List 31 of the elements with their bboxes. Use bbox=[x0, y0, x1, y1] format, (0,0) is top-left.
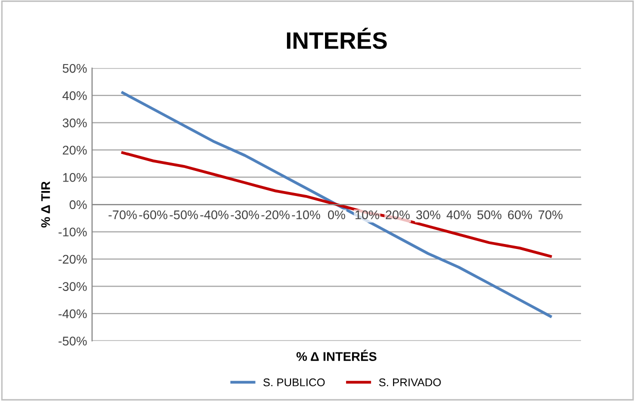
y-tick-label: -50% bbox=[58, 336, 87, 346]
x-tick-label: 70% bbox=[538, 210, 563, 220]
x-axis-title: % Δ INTERÉS bbox=[296, 350, 376, 361]
x-tick-label: 30% bbox=[416, 210, 440, 220]
x-tick-label: 0% bbox=[328, 210, 346, 220]
x-tick-label: -20% bbox=[261, 210, 290, 220]
x-tick-label: 40% bbox=[446, 210, 471, 220]
y-tick-label: 20% bbox=[62, 146, 87, 155]
y-tick-label: -30% bbox=[58, 282, 87, 291]
chart-title: INTERÉS bbox=[286, 28, 387, 49]
x-tick-label: 50% bbox=[477, 210, 502, 220]
x-tick-label: -70% bbox=[108, 210, 137, 220]
y-tick-label: 50% bbox=[62, 64, 87, 73]
y-tick-label: -40% bbox=[58, 309, 87, 318]
legend-label: S. PUBLICO bbox=[263, 378, 325, 386]
y-tick-label: -10% bbox=[58, 228, 87, 236]
y-tick-label: 0% bbox=[70, 200, 87, 210]
y-tick-label: 30% bbox=[62, 118, 87, 128]
y-tick-label: 10% bbox=[63, 173, 87, 182]
y-tick-label: -20% bbox=[58, 254, 87, 264]
y-axis-title: % Δ TIR bbox=[41, 181, 50, 228]
x-tick-label: 60% bbox=[508, 210, 532, 220]
x-tick-label: -10% bbox=[292, 210, 320, 220]
x-tick-label: 20% bbox=[386, 210, 410, 220]
y-tick-label: 40% bbox=[62, 91, 87, 100]
legend-label: S. PRIVADO bbox=[379, 378, 441, 386]
x-tick-label: -30% bbox=[230, 210, 260, 220]
x-tick-label: -50% bbox=[170, 210, 198, 220]
x-tick-label: 10% bbox=[356, 210, 380, 220]
x-tick-label: -40% bbox=[200, 210, 228, 220]
x-tick-label: -60% bbox=[139, 210, 168, 220]
